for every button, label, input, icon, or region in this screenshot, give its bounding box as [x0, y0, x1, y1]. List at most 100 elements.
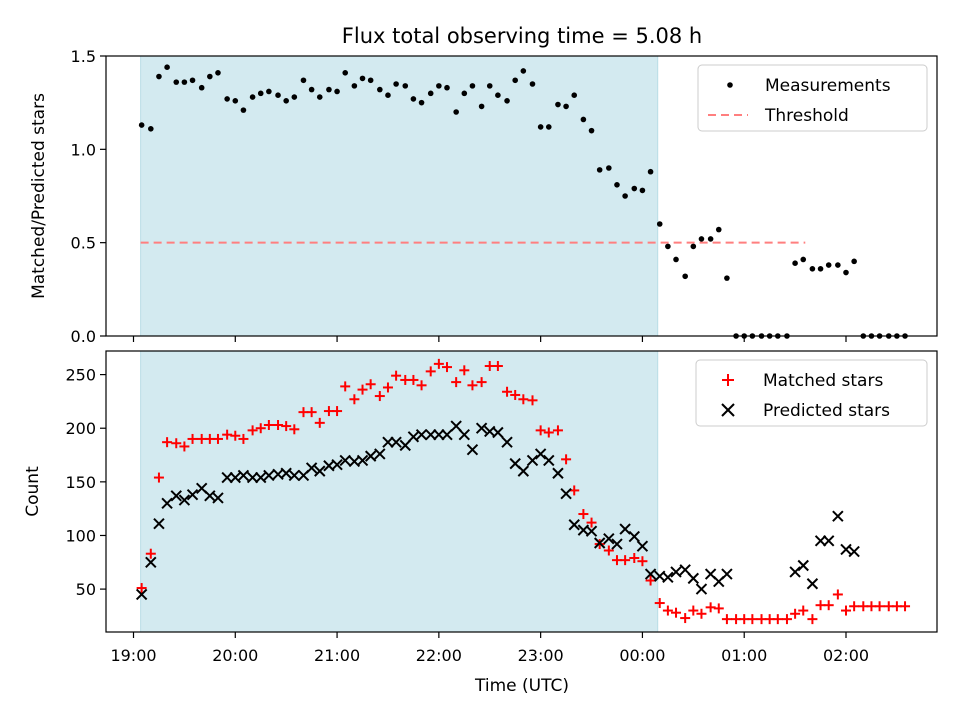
- predicted-star-point: [374, 448, 386, 460]
- matched-star-point: [603, 545, 614, 556]
- x-tick-label: 02:00: [823, 646, 869, 665]
- matched-star-point: [832, 589, 843, 600]
- measurement-point: [545, 124, 552, 130]
- predicted-star-point: [339, 454, 351, 467]
- measurement-point: [580, 116, 587, 123]
- measurement-point: [707, 236, 714, 242]
- matched-star-point: [637, 556, 648, 567]
- matched-star-point: [459, 365, 470, 376]
- measurement-point: [189, 77, 196, 84]
- predicted-star-point: [135, 588, 148, 601]
- measurement-point: [173, 79, 180, 85]
- y-axis-label: Matched/Predicted stars: [29, 93, 49, 299]
- legend: Measurements Threshold: [697, 64, 928, 132]
- predicted-star-point: [280, 467, 292, 479]
- matched-star-point: [849, 601, 860, 612]
- predicted-star-point: [186, 489, 199, 501]
- matched-star-point: [790, 608, 801, 619]
- predicted-star-point: [543, 454, 555, 467]
- measurement-point: [647, 168, 654, 175]
- predicted-star-point: [237, 469, 250, 482]
- matched-star-point: [781, 614, 792, 625]
- predicted-star-point: [407, 431, 420, 443]
- measurement-point: [156, 73, 162, 80]
- measurement-point: [622, 193, 628, 199]
- matched-star-point: [425, 366, 436, 377]
- matched-star-point: [543, 427, 554, 438]
- predicted-star-point: [695, 583, 708, 595]
- predicted-star-point: [263, 469, 275, 482]
- measurement-point: [224, 96, 230, 102]
- measurement-point: [207, 73, 213, 80]
- legend-label: Measurements: [765, 76, 891, 96]
- matched-star-point: [629, 552, 640, 563]
- predicted-star-point: [822, 535, 835, 547]
- matched-star-point: [713, 603, 724, 614]
- predicted-star-point: [145, 556, 157, 568]
- matched-star-point: [721, 614, 732, 625]
- measurement-point: [529, 81, 536, 87]
- predicted-star-point: [832, 510, 844, 522]
- predicted-star-point: [425, 428, 437, 441]
- figure-title: Flux total observing time = 5.08 h: [342, 24, 702, 48]
- measurement-point: [792, 260, 798, 267]
- measurement-point: [316, 94, 323, 100]
- measurement-point: [453, 109, 459, 115]
- count-panel: 50 100 150 200 250 19:00 20:00 21:00 22:00 23:00 0…: [23, 350, 938, 665]
- y-tick-label: 150: [65, 473, 96, 492]
- measurement-point: [851, 258, 857, 265]
- predicted-star-point: [840, 543, 852, 556]
- matched-star-point: [212, 433, 223, 444]
- predicted-star-point: [797, 559, 809, 572]
- measurement-point: [596, 167, 603, 173]
- measurement-point: [835, 262, 841, 268]
- matched-star-point: [442, 362, 452, 373]
- predicted-star-point: [204, 490, 216, 502]
- legend-label: Threshold: [764, 106, 849, 126]
- matched-star-point: [332, 406, 343, 417]
- matched-star-point: [688, 605, 699, 616]
- measurement-point: [215, 70, 221, 76]
- measurement-point: [690, 243, 697, 250]
- matched-star-point: [662, 605, 673, 616]
- measurement-point: [665, 243, 671, 250]
- y-tick-label: 250: [65, 366, 96, 385]
- measurement-point: [682, 273, 688, 280]
- x-tick-label: 19:00: [110, 646, 156, 665]
- plot-frame: [105, 55, 938, 337]
- measurement-point: [240, 107, 247, 113]
- predicted-star-point: [603, 532, 615, 545]
- matched-star-point: [874, 601, 885, 612]
- measurement-point: [257, 90, 264, 97]
- predicted-star-point: [806, 578, 819, 590]
- matched-star-point: [772, 614, 783, 625]
- matched-star-point: [187, 433, 198, 444]
- matched-star-point: [527, 395, 538, 406]
- measurement-point: [656, 221, 663, 227]
- matched-star-point: [535, 425, 546, 436]
- matched-star-point: [807, 614, 818, 625]
- measurement-point: [232, 98, 239, 104]
- predicted-star-point: [687, 572, 700, 585]
- measurement-point: [393, 81, 399, 87]
- predicted-star-point: [161, 497, 173, 510]
- matched-star-point: [798, 605, 809, 616]
- measurement-point: [639, 187, 646, 194]
- measurement-point: [724, 275, 730, 281]
- measurement-point: [825, 262, 832, 268]
- measurement-point: [673, 256, 679, 263]
- legend-box: [697, 64, 928, 132]
- matched-star-point: [382, 382, 393, 393]
- matched-star-point: [162, 437, 173, 448]
- matched-star-point: [451, 377, 462, 388]
- matched-star-point: [179, 441, 190, 452]
- predicted-star-point: [305, 462, 318, 474]
- measurement-point: [249, 94, 256, 100]
- matched-star-point: [467, 380, 478, 391]
- measurement-point: [377, 86, 383, 93]
- y-tick-label: 1.0: [71, 140, 96, 159]
- measurement-point: [342, 70, 349, 76]
- x-tick-label: 01:00: [721, 646, 767, 665]
- predicted-star-point: [178, 494, 191, 506]
- legend-marker-x: [721, 403, 735, 417]
